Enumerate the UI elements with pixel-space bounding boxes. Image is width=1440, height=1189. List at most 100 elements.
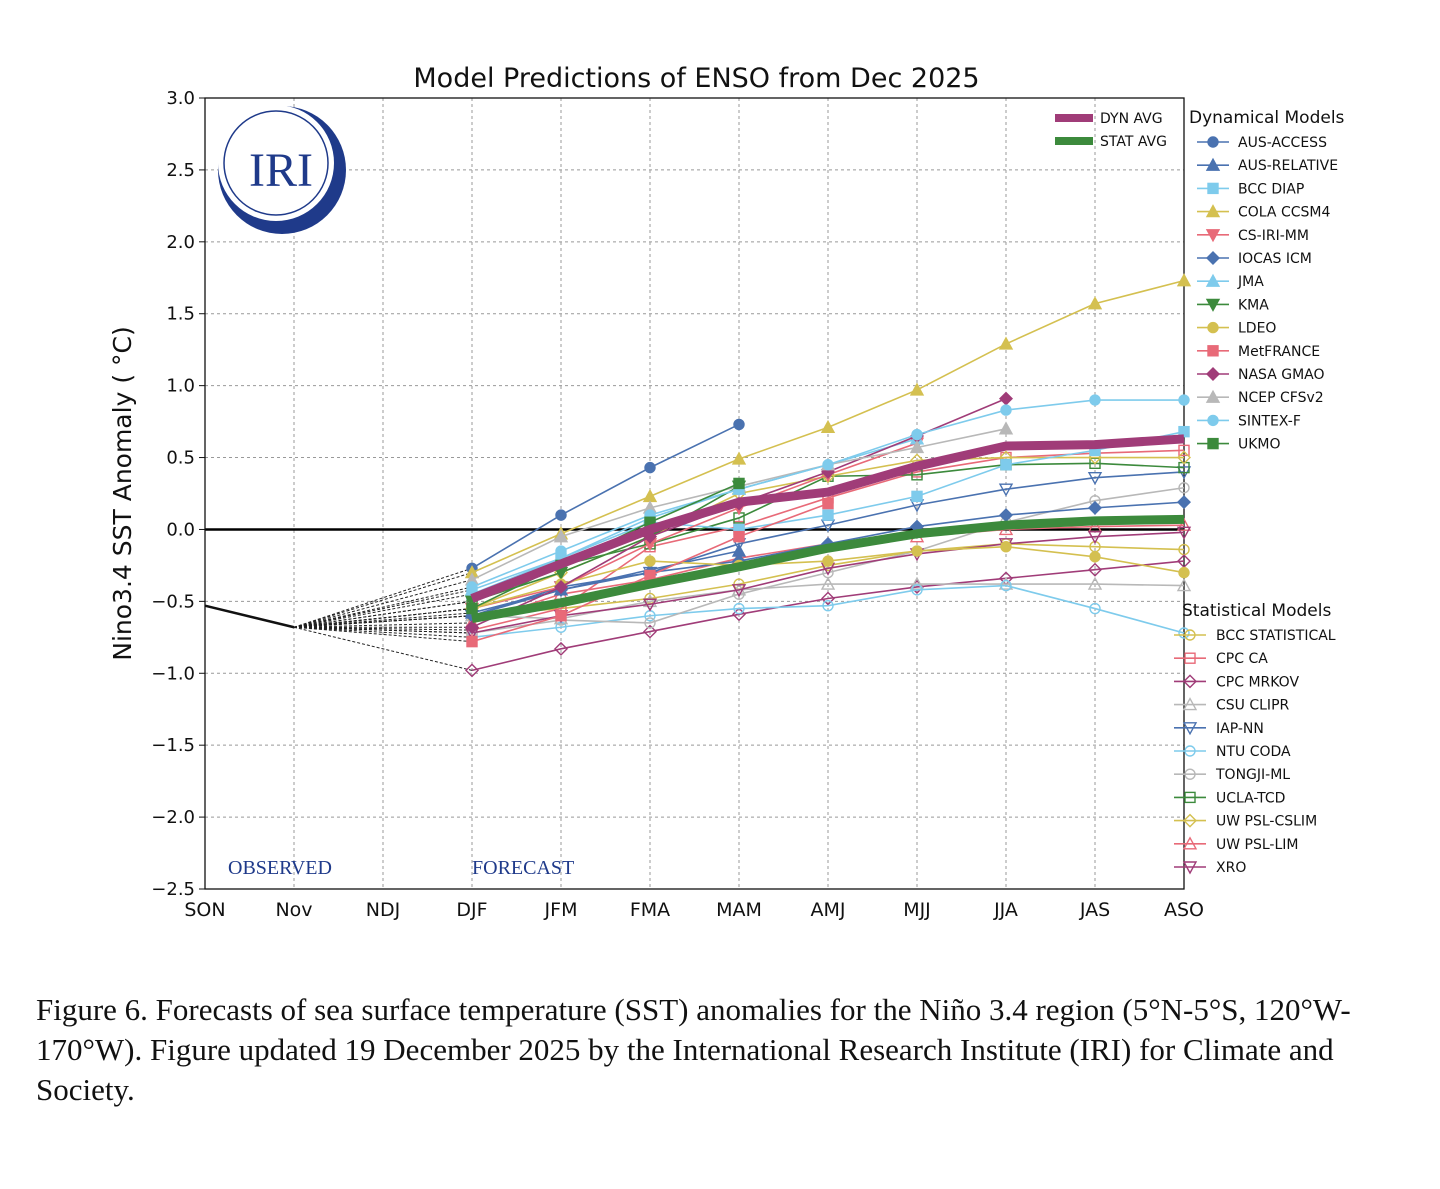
data-point: [999, 391, 1013, 406]
legend-label: TONGJI-ML: [1215, 767, 1290, 783]
data-point: [555, 545, 567, 557]
legend-marker: [1207, 182, 1219, 195]
data-point: [911, 490, 923, 503]
x-tick-label: MJJ: [903, 899, 931, 921]
data-point: [642, 598, 658, 612]
data-point: [1178, 425, 1190, 438]
y-tick-label: −2.0: [151, 807, 195, 828]
legend-marker: [1205, 157, 1221, 171]
data-point: [731, 584, 747, 598]
legend-label: KMA: [1238, 297, 1269, 313]
legend-label: CPC CA: [1216, 651, 1268, 667]
data-point: [1176, 578, 1192, 592]
data-point: [1087, 576, 1103, 590]
connector-line: [293, 567, 473, 628]
figure-caption: Figure 6. Forecasts of sea surface tempe…: [36, 992, 1351, 1107]
data-point: [466, 581, 478, 593]
data-point: [822, 509, 834, 521]
legend-label: IAP-NN: [1216, 721, 1264, 737]
legend-label: XRO: [1216, 860, 1246, 876]
y-tick-label: −1.5: [151, 735, 195, 756]
data-point: [998, 336, 1014, 350]
data-point: [731, 451, 747, 465]
legend-marker: [1184, 791, 1196, 804]
data-point: [1000, 579, 1012, 592]
statistical-legend-title: Statistical Models: [1182, 601, 1331, 621]
legend-label: CSU CLIPR: [1216, 698, 1290, 714]
x-tick-label: JAS: [1079, 899, 1110, 921]
data-point: [1176, 273, 1192, 287]
legend-marker: [1205, 229, 1221, 243]
y-tick-label: 2.5: [166, 160, 195, 181]
y-tick-label: −0.5: [151, 591, 195, 612]
legend-marker: [1207, 414, 1219, 427]
legend-label: BCC DIAP: [1238, 181, 1304, 197]
legend-label: JMA: [1237, 274, 1264, 290]
legend-marker: [1182, 697, 1198, 711]
data-point: [733, 418, 745, 431]
x-tick-label: MAM: [716, 899, 762, 921]
legend-marker: [1205, 204, 1221, 218]
y-tick-label: 1.5: [166, 304, 195, 325]
data-point: [1088, 562, 1102, 577]
series-line: [471, 442, 918, 610]
data-point: [1089, 394, 1101, 406]
legend-marker: [1183, 674, 1197, 689]
data-point: [555, 610, 567, 622]
chart-title: Model Predictions of ENSO from Dec 2025: [413, 63, 979, 94]
data-point: [1178, 627, 1190, 639]
data-point: [1000, 404, 1012, 416]
series-line: [471, 584, 1185, 639]
data-point: [1089, 551, 1101, 563]
data-point: [822, 497, 834, 510]
legend-marker: [1206, 251, 1220, 265]
series-line: [471, 583, 1185, 620]
series-cs-iri-mm: [464, 437, 925, 617]
y-tick-label: 3.0: [166, 88, 195, 109]
x-tick-label: Nov: [275, 899, 312, 921]
observed-line: [204, 604, 295, 629]
data-point: [1000, 459, 1012, 471]
legend-label: UW PSL-LIM: [1216, 837, 1298, 853]
data-point: [733, 602, 745, 615]
data-point: [1177, 495, 1191, 510]
series-line: [471, 531, 1185, 634]
legend-marker: [1205, 298, 1221, 312]
legend-marker: [1182, 722, 1198, 736]
data-point: [465, 663, 479, 678]
data-point: [1178, 482, 1190, 494]
legend-label: STAT AVG: [1100, 134, 1167, 150]
legend-marker: [1206, 367, 1220, 381]
series-metfrance: [466, 497, 834, 648]
data-point: [822, 555, 834, 567]
connector-line: [293, 586, 473, 628]
data-point: [822, 599, 834, 612]
legend-marker: [1207, 345, 1219, 357]
legend-marker: [1182, 836, 1198, 850]
data-point: [1177, 450, 1191, 465]
x-tick-label: SON: [184, 899, 225, 921]
data-point: [909, 440, 925, 454]
series-line: [471, 471, 1185, 617]
y-axis-label: Nino3.4 SST Anomaly ( °C): [108, 326, 137, 660]
data-point: [554, 579, 568, 594]
x-tick-label: NDJ: [366, 899, 400, 921]
x-tick-label: DJF: [456, 899, 487, 921]
data-point: [911, 584, 923, 596]
data-point: [642, 593, 658, 608]
data-point: [643, 624, 657, 639]
y-tick-label: −1.0: [151, 663, 195, 684]
observed-label: OBSERVED: [228, 857, 332, 879]
legend-label: AUS-ACCESS: [1238, 135, 1327, 151]
legend-label: IOCAS ICM: [1238, 251, 1312, 267]
series-cola-ccsm4: [464, 273, 1192, 579]
data-point: [1087, 471, 1103, 486]
legend-label: MetFRANCE: [1238, 344, 1320, 360]
legend-marker: [1182, 861, 1198, 875]
data-point: [1176, 517, 1192, 531]
data-point: [820, 576, 836, 590]
legend-marker: [1184, 652, 1196, 664]
data-point: [822, 459, 834, 471]
x-tick-label: JFM: [544, 899, 578, 921]
logo-inner: [218, 105, 334, 221]
